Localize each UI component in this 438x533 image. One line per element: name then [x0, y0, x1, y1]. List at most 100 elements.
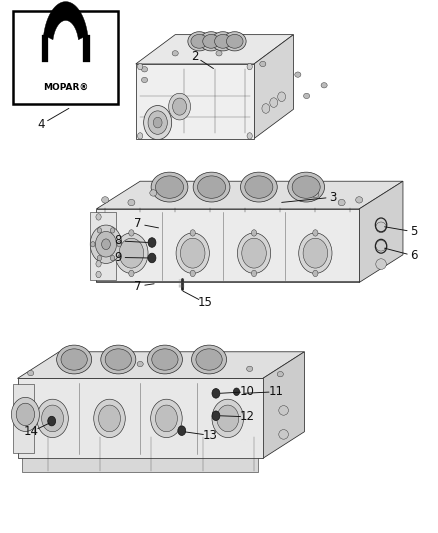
Ellipse shape [270, 98, 278, 108]
Ellipse shape [203, 35, 219, 48]
Polygon shape [136, 64, 254, 139]
Ellipse shape [321, 83, 327, 88]
Ellipse shape [215, 35, 231, 48]
Ellipse shape [96, 261, 101, 267]
Ellipse shape [110, 255, 115, 261]
Ellipse shape [304, 93, 310, 99]
Ellipse shape [91, 241, 95, 247]
Ellipse shape [96, 271, 101, 278]
Ellipse shape [11, 398, 39, 432]
Ellipse shape [129, 270, 134, 277]
Ellipse shape [193, 172, 230, 202]
Ellipse shape [217, 405, 239, 432]
Ellipse shape [279, 430, 288, 439]
Ellipse shape [295, 72, 301, 77]
Polygon shape [18, 352, 304, 378]
Text: 10: 10 [240, 385, 255, 398]
Ellipse shape [138, 63, 143, 70]
Ellipse shape [242, 238, 266, 268]
Ellipse shape [42, 405, 64, 432]
Ellipse shape [247, 133, 252, 139]
Ellipse shape [37, 399, 68, 438]
Ellipse shape [338, 199, 345, 206]
Ellipse shape [278, 92, 286, 102]
Ellipse shape [153, 117, 162, 128]
Ellipse shape [198, 176, 226, 198]
Ellipse shape [96, 214, 101, 220]
Ellipse shape [216, 51, 222, 56]
Ellipse shape [110, 228, 115, 233]
Ellipse shape [376, 222, 386, 232]
Text: 7: 7 [134, 217, 142, 230]
Ellipse shape [141, 77, 148, 83]
Text: 7: 7 [134, 280, 142, 293]
Polygon shape [359, 181, 403, 282]
Ellipse shape [240, 172, 277, 202]
Text: 15: 15 [198, 296, 212, 309]
Ellipse shape [144, 106, 172, 140]
Ellipse shape [129, 230, 134, 236]
Polygon shape [13, 384, 34, 453]
Text: 4: 4 [38, 118, 46, 131]
Ellipse shape [279, 406, 288, 415]
Ellipse shape [180, 238, 205, 268]
Polygon shape [42, 35, 48, 62]
Text: 14: 14 [24, 425, 39, 438]
Ellipse shape [190, 230, 195, 236]
Ellipse shape [117, 241, 121, 247]
Circle shape [148, 238, 156, 247]
Ellipse shape [102, 239, 110, 249]
Polygon shape [254, 35, 293, 139]
Ellipse shape [147, 345, 182, 374]
Ellipse shape [97, 255, 102, 261]
Text: 5: 5 [410, 225, 417, 238]
Ellipse shape [303, 238, 328, 268]
Ellipse shape [251, 270, 257, 277]
Ellipse shape [251, 230, 257, 236]
Ellipse shape [155, 405, 177, 432]
Ellipse shape [288, 172, 325, 202]
Circle shape [178, 426, 186, 435]
Polygon shape [18, 378, 263, 458]
Ellipse shape [102, 197, 109, 203]
Ellipse shape [313, 230, 318, 236]
Ellipse shape [356, 197, 363, 203]
Ellipse shape [176, 233, 209, 273]
Ellipse shape [152, 349, 178, 370]
Polygon shape [263, 352, 304, 458]
Ellipse shape [212, 32, 234, 51]
Ellipse shape [172, 51, 178, 56]
Ellipse shape [299, 233, 332, 273]
Ellipse shape [262, 103, 270, 114]
Ellipse shape [226, 35, 243, 48]
Ellipse shape [277, 372, 283, 377]
Text: 12: 12 [240, 410, 255, 423]
Ellipse shape [151, 399, 182, 438]
Polygon shape [90, 212, 116, 280]
Ellipse shape [28, 370, 34, 376]
Ellipse shape [90, 225, 122, 263]
Ellipse shape [260, 61, 266, 67]
Ellipse shape [223, 32, 246, 51]
Ellipse shape [137, 361, 143, 367]
Text: 2: 2 [191, 50, 199, 63]
Text: 8: 8 [115, 235, 122, 247]
Ellipse shape [191, 345, 226, 374]
Ellipse shape [247, 63, 252, 70]
FancyBboxPatch shape [13, 11, 118, 104]
Ellipse shape [141, 67, 148, 72]
Ellipse shape [196, 349, 222, 370]
Ellipse shape [188, 32, 211, 51]
Ellipse shape [376, 240, 386, 251]
Ellipse shape [101, 345, 136, 374]
Ellipse shape [169, 93, 191, 120]
Ellipse shape [150, 190, 157, 196]
Text: MOPAR®: MOPAR® [43, 83, 88, 92]
Ellipse shape [61, 349, 87, 370]
Ellipse shape [203, 363, 209, 368]
Ellipse shape [138, 133, 143, 139]
Ellipse shape [119, 238, 144, 268]
Polygon shape [136, 35, 293, 64]
Circle shape [212, 411, 220, 421]
Ellipse shape [312, 191, 319, 198]
